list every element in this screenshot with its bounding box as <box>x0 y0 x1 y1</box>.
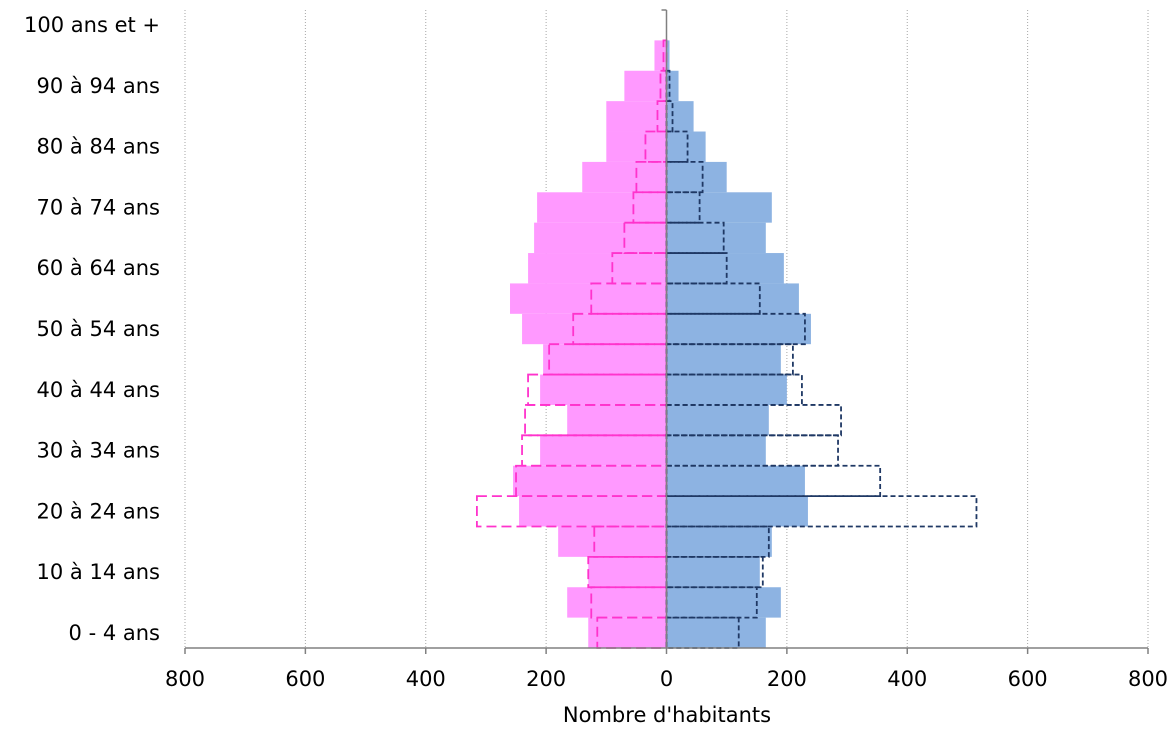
dashed-outline-bars <box>476 39 978 649</box>
male-bar <box>666 222 766 254</box>
female-bar <box>543 344 667 375</box>
female-bar <box>654 40 667 71</box>
male-bar <box>666 404 769 436</box>
female-bar <box>582 161 667 193</box>
female-bar <box>606 101 667 132</box>
female-bar <box>537 192 667 223</box>
female-bar <box>540 435 667 466</box>
y-tick-label: 20 à 24 ans <box>37 499 160 523</box>
y-tick-label: 80 à 84 ans <box>37 135 160 159</box>
x-tick-label: 400 <box>887 667 927 691</box>
male-bar <box>666 70 679 102</box>
male-bar <box>666 435 766 466</box>
male-bar <box>666 313 811 345</box>
x-tick-label: 400 <box>406 667 446 691</box>
male-bar <box>666 617 766 648</box>
y-tick-label: 50 à 54 ans <box>37 317 160 341</box>
y-tick-label: 30 à 34 ans <box>37 439 160 463</box>
y-tick-label: 0 - 4 ans <box>69 621 160 645</box>
male-bar <box>666 344 781 375</box>
male-bar <box>666 40 670 71</box>
x-tick-label: 600 <box>285 667 325 691</box>
x-tick-labels: 800 600 400 200 0 200 400 600 800 <box>165 667 1168 691</box>
female-bar <box>624 70 667 102</box>
female-bar <box>567 404 667 436</box>
y-tick-label: 10 à 14 ans <box>37 560 160 584</box>
male-bar <box>666 526 772 557</box>
male-bar <box>666 161 727 193</box>
male-bar <box>666 192 772 223</box>
male-bar <box>666 253 784 284</box>
male-bar <box>666 496 808 527</box>
female-bar <box>513 465 667 497</box>
male-bar <box>666 465 805 497</box>
x-tick-label: 600 <box>1008 667 1048 691</box>
x-tick-label: 800 <box>1128 667 1168 691</box>
male-bar <box>666 283 799 314</box>
axes <box>184 9 1149 654</box>
y-tick-label: 40 à 44 ans <box>37 378 160 402</box>
female-bar <box>522 313 667 345</box>
x-tick-label: 200 <box>526 667 566 691</box>
male-bar <box>666 556 760 588</box>
female-bar <box>606 131 667 162</box>
y-tick-labels: 0 - 4 ans 10 à 14 ans 20 à 24 ans 30 à 34 a… <box>24 13 160 645</box>
x-axis-title: Nombre d'habitants <box>563 703 771 727</box>
x-tick-label: 0 <box>660 667 673 691</box>
female-bar <box>510 283 667 314</box>
y-tick-label: 60 à 64 ans <box>37 256 160 280</box>
y-tick-label: 90 à 94 ans <box>37 74 160 98</box>
female-bar <box>519 496 667 527</box>
male-bar <box>666 374 787 405</box>
female-bar <box>534 222 667 254</box>
female-bar <box>588 617 667 648</box>
male-outline-bar <box>665 191 701 224</box>
y-tick-label: 100 ans et + <box>24 13 160 37</box>
female-bar <box>528 253 667 284</box>
male-bar <box>666 587 781 618</box>
female-bar <box>567 587 667 618</box>
x-tick-label: 800 <box>165 667 205 691</box>
male-bar <box>666 131 706 162</box>
female-bar <box>540 374 667 405</box>
male-outline-bar <box>665 161 704 194</box>
male-outline-bar <box>665 130 689 163</box>
male-outline-bar <box>665 252 728 285</box>
female-bar <box>588 556 667 588</box>
x-tick-label: 200 <box>767 667 807 691</box>
male-bar <box>666 101 694 132</box>
female-bar <box>558 526 667 557</box>
y-tick-label: 70 à 74 ans <box>37 195 160 219</box>
